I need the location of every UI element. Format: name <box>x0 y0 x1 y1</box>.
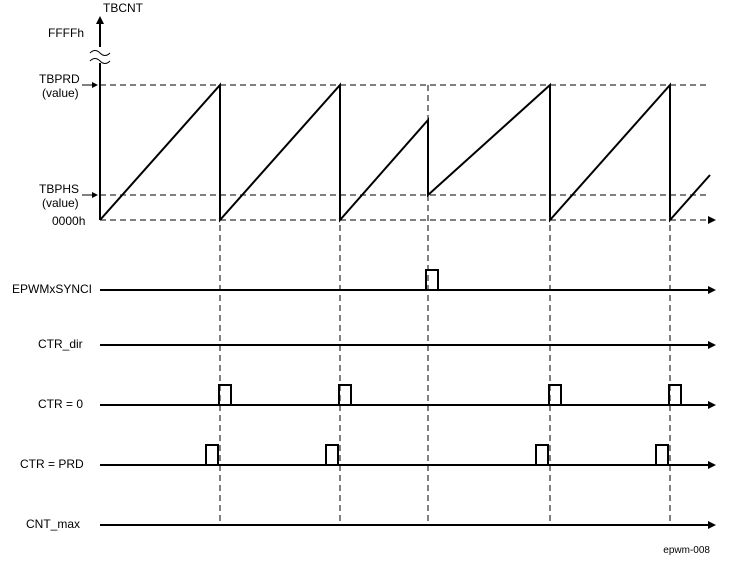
tbprd-label-2: (value) <box>42 86 79 100</box>
ffff-label: FFFFh <box>48 26 84 40</box>
footer-label: epwm-008 <box>663 545 710 557</box>
ctr-zero-label: CTR = 0 <box>38 397 83 411</box>
cnt-max-label: CNT_max <box>26 517 80 531</box>
zero-label: 0000h <box>52 214 85 228</box>
ctr-prd-label: CTR = PRD <box>20 457 84 471</box>
tbprd-label-1: TBPRD <box>39 72 80 86</box>
sync-label: EPWMxSYNCI <box>12 282 92 296</box>
title-label: TBCNT <box>103 1 143 15</box>
tbphs-label-2: (value) <box>42 196 79 210</box>
tbphs-label-1: TBPHS <box>39 182 79 196</box>
dir-label: CTR_dir <box>38 337 83 351</box>
